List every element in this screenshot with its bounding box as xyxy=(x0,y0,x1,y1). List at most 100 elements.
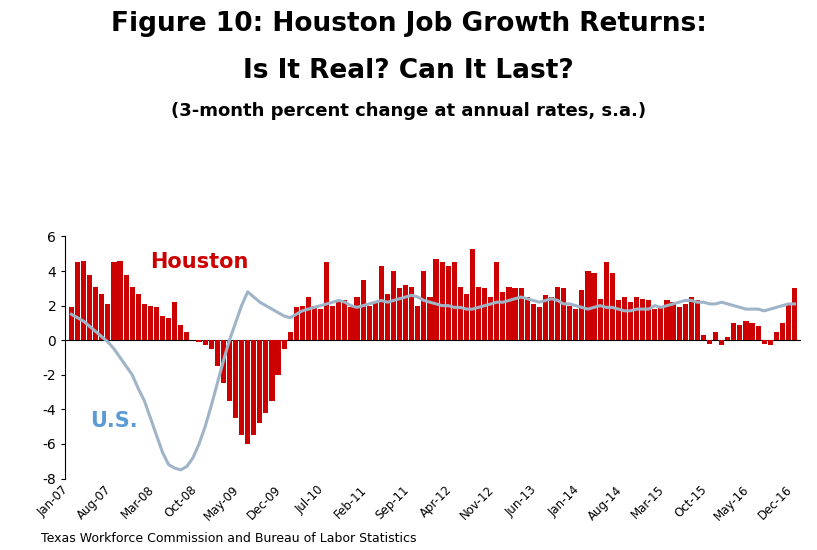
Bar xyxy=(81,261,86,340)
Bar xyxy=(136,294,141,340)
Bar xyxy=(768,340,773,345)
Bar xyxy=(282,340,287,349)
Bar xyxy=(203,340,208,345)
Bar xyxy=(69,307,74,340)
Bar xyxy=(142,304,147,340)
Bar xyxy=(470,249,475,340)
Bar xyxy=(123,274,129,340)
Text: U.S.: U.S. xyxy=(90,411,137,431)
Bar xyxy=(111,262,117,340)
Bar xyxy=(525,297,529,340)
Bar xyxy=(761,340,767,344)
Bar xyxy=(348,307,354,340)
Bar xyxy=(725,337,730,340)
Bar xyxy=(75,262,80,340)
Bar xyxy=(434,259,439,340)
Bar xyxy=(87,274,92,340)
Bar xyxy=(507,287,511,340)
Bar xyxy=(208,340,214,349)
Bar xyxy=(586,271,591,340)
Bar xyxy=(172,302,177,340)
Bar xyxy=(330,306,335,340)
Bar xyxy=(659,307,663,340)
Bar xyxy=(786,304,791,340)
Bar xyxy=(537,307,542,340)
Text: Figure 10: Houston Job Growth Returns:: Figure 10: Houston Job Growth Returns: xyxy=(110,11,707,37)
Bar xyxy=(592,273,596,340)
Bar xyxy=(130,287,135,340)
Bar xyxy=(427,297,432,340)
Bar xyxy=(774,332,779,340)
Bar xyxy=(105,304,110,340)
Bar xyxy=(288,332,292,340)
Bar xyxy=(476,287,481,340)
Bar xyxy=(452,262,457,340)
Bar xyxy=(422,271,426,340)
Bar xyxy=(731,323,736,340)
Bar xyxy=(367,306,372,340)
Bar xyxy=(622,297,627,340)
Bar xyxy=(397,288,402,340)
Bar xyxy=(154,307,159,340)
Bar xyxy=(676,307,681,340)
Bar xyxy=(628,302,633,340)
Bar xyxy=(707,340,712,344)
Text: Is It Real? Can It Last?: Is It Real? Can It Last? xyxy=(243,58,574,84)
Bar xyxy=(542,295,548,340)
Bar xyxy=(391,271,396,340)
Bar xyxy=(385,294,390,340)
Bar xyxy=(458,287,463,340)
Bar xyxy=(324,262,329,340)
Bar xyxy=(701,335,706,340)
Bar xyxy=(233,340,238,418)
Bar xyxy=(221,340,226,383)
Bar xyxy=(148,306,153,340)
Bar xyxy=(275,340,280,375)
Bar xyxy=(300,306,305,340)
Bar xyxy=(355,297,359,340)
Bar xyxy=(604,262,609,340)
Bar xyxy=(245,340,250,444)
Bar xyxy=(318,309,324,340)
Bar xyxy=(743,321,748,340)
Bar xyxy=(512,288,518,340)
Bar xyxy=(409,287,414,340)
Bar xyxy=(646,300,651,340)
Bar xyxy=(609,273,615,340)
Bar xyxy=(270,340,275,401)
Bar xyxy=(178,324,183,340)
Bar xyxy=(99,294,105,340)
Bar xyxy=(561,288,566,340)
Bar xyxy=(713,332,718,340)
Bar xyxy=(689,297,694,340)
Bar xyxy=(652,309,658,340)
Bar xyxy=(215,340,220,366)
Bar xyxy=(489,297,493,340)
Bar xyxy=(166,318,172,340)
Bar xyxy=(196,340,202,342)
Bar xyxy=(257,340,262,423)
Bar xyxy=(634,297,639,340)
Bar xyxy=(616,300,621,340)
Bar xyxy=(251,340,257,435)
Bar xyxy=(445,266,451,340)
Bar xyxy=(567,306,573,340)
Bar xyxy=(464,294,469,340)
Bar xyxy=(494,262,499,340)
Bar xyxy=(263,340,269,413)
Bar xyxy=(555,287,560,340)
Bar xyxy=(415,306,421,340)
Bar xyxy=(306,297,311,340)
Bar xyxy=(683,304,688,340)
Bar xyxy=(780,323,785,340)
Bar xyxy=(749,323,755,340)
Bar xyxy=(379,266,384,340)
Bar xyxy=(118,261,123,340)
Bar xyxy=(519,288,524,340)
Bar xyxy=(239,340,244,435)
Bar xyxy=(597,299,603,340)
Bar xyxy=(227,340,232,401)
Bar xyxy=(737,324,743,340)
Bar xyxy=(93,287,98,340)
Text: (3-month percent change at annual rates, s.a.): (3-month percent change at annual rates,… xyxy=(171,102,646,120)
